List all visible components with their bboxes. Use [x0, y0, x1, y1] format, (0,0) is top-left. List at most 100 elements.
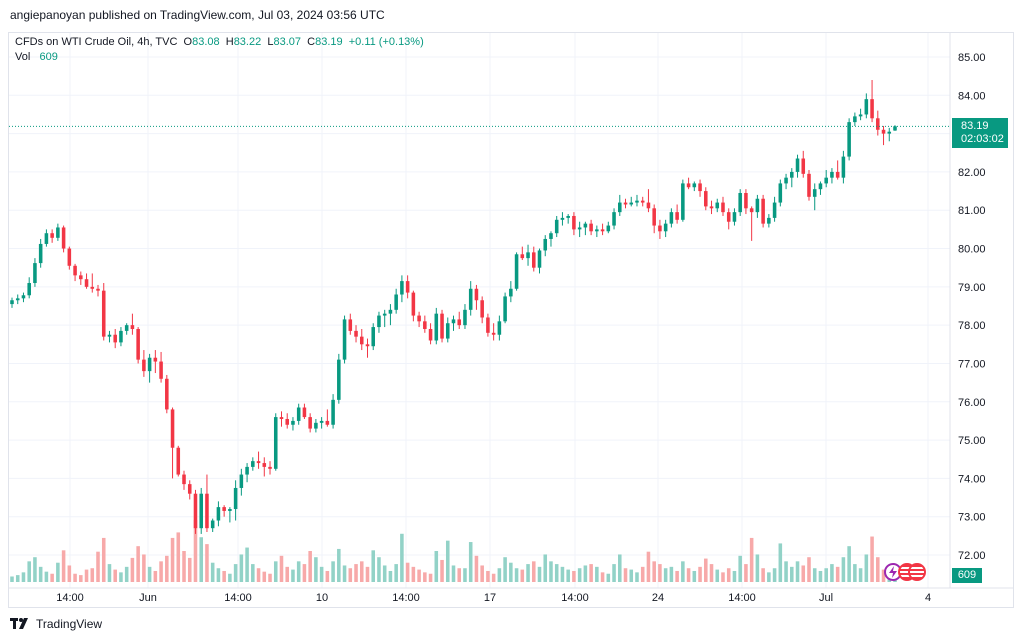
- candle-body[interactable]: [577, 227, 582, 230]
- candle-body[interactable]: [686, 183, 691, 188]
- candle-body[interactable]: [681, 183, 685, 220]
- candle-body[interactable]: [130, 325, 135, 329]
- candle-body[interactable]: [514, 254, 519, 289]
- candle-body[interactable]: [27, 283, 31, 296]
- candle-body[interactable]: [210, 520, 215, 529]
- candle-body[interactable]: [526, 252, 530, 259]
- candle-body[interactable]: [296, 407, 301, 421]
- candle-body[interactable]: [285, 419, 289, 425]
- candle-body[interactable]: [497, 321, 502, 335]
- candle-body[interactable]: [463, 309, 467, 326]
- candle-body[interactable]: [21, 295, 26, 299]
- candle-body[interactable]: [726, 212, 731, 222]
- candle-body[interactable]: [704, 191, 708, 207]
- candle-body[interactable]: [784, 177, 788, 184]
- candle-body[interactable]: [893, 126, 897, 131]
- candle-body[interactable]: [56, 227, 60, 238]
- candle-body[interactable]: [583, 223, 588, 228]
- candle-body[interactable]: [640, 200, 645, 203]
- candle-body[interactable]: [182, 474, 186, 485]
- candle-body[interactable]: [371, 327, 376, 347]
- candle-body[interactable]: [772, 202, 777, 218]
- candle-body[interactable]: [33, 263, 37, 284]
- candle-body[interactable]: [251, 461, 255, 467]
- candle-body[interactable]: [10, 300, 14, 305]
- candle-body[interactable]: [549, 233, 553, 239]
- candle-body[interactable]: [61, 227, 66, 249]
- candle-body[interactable]: [302, 407, 307, 418]
- candle-body[interactable]: [400, 281, 404, 295]
- candle-body[interactable]: [331, 399, 335, 425]
- candle-body[interactable]: [646, 202, 651, 209]
- candle-body[interactable]: [273, 417, 278, 469]
- candle-body[interactable]: [520, 254, 525, 259]
- candle-body[interactable]: [566, 215, 570, 218]
- candle-body[interactable]: [795, 158, 800, 172]
- candle-body[interactable]: [136, 328, 140, 360]
- candle-body[interactable]: [365, 344, 370, 347]
- candle-body[interactable]: [474, 288, 479, 301]
- candle-body[interactable]: [377, 315, 381, 328]
- candle-body[interactable]: [486, 317, 490, 333]
- candle-body[interactable]: [491, 332, 496, 335]
- candle-body[interactable]: [411, 292, 416, 316]
- candle-body[interactable]: [113, 334, 117, 343]
- candle-body[interactable]: [90, 286, 95, 289]
- candle-body[interactable]: [560, 217, 565, 220]
- candle-body[interactable]: [199, 493, 203, 529]
- candle-body[interactable]: [738, 192, 742, 213]
- candle-body[interactable]: [698, 183, 702, 192]
- candle-body[interactable]: [835, 171, 840, 178]
- candle-body[interactable]: [245, 466, 249, 475]
- candle-body[interactable]: [692, 183, 697, 188]
- candle-body[interactable]: [417, 315, 421, 322]
- candle-body[interactable]: [801, 158, 806, 174]
- candle-body[interactable]: [721, 202, 725, 213]
- candle-body[interactable]: [142, 359, 146, 372]
- candle-body[interactable]: [308, 417, 312, 429]
- candle-body[interactable]: [382, 313, 387, 316]
- candle-body[interactable]: [658, 225, 662, 232]
- candle-body[interactable]: [193, 493, 198, 529]
- candle-body[interactable]: [468, 288, 473, 310]
- candle-body[interactable]: [337, 359, 341, 400]
- footer-brand[interactable]: TradingView: [10, 617, 102, 631]
- candle-body[interactable]: [612, 212, 616, 226]
- candle-body[interactable]: [165, 378, 169, 410]
- candle-body[interactable]: [755, 198, 760, 213]
- candle-body[interactable]: [589, 223, 593, 232]
- candle-body[interactable]: [405, 281, 410, 293]
- candle-body[interactable]: [79, 275, 83, 280]
- candle-body[interactable]: [876, 118, 880, 130]
- candle-body[interactable]: [853, 116, 857, 123]
- candle-body[interactable]: [830, 171, 834, 178]
- candle-body[interactable]: [119, 330, 123, 343]
- candle-body[interactable]: [107, 334, 112, 337]
- candle-body[interactable]: [44, 233, 49, 244]
- candle-body[interactable]: [147, 357, 152, 372]
- candle-body[interactable]: [291, 420, 295, 425]
- candle-body[interactable]: [440, 313, 444, 339]
- candle-body[interactable]: [881, 129, 886, 134]
- candle-body[interactable]: [262, 463, 267, 467]
- candle-body[interactable]: [847, 122, 851, 157]
- candle-body[interactable]: [268, 466, 272, 469]
- candle-body[interactable]: [543, 238, 548, 251]
- candle-body[interactable]: [423, 321, 427, 329]
- candle-body[interactable]: [669, 212, 674, 224]
- candle-body[interactable]: [663, 223, 668, 232]
- candle-body[interactable]: [170, 409, 175, 448]
- candle-body[interactable]: [38, 243, 43, 264]
- candle-body[interactable]: [623, 202, 628, 205]
- candle-body[interactable]: [635, 200, 639, 203]
- candle-body[interactable]: [503, 296, 507, 322]
- candle-body[interactable]: [222, 507, 226, 511]
- candle-body[interactable]: [790, 171, 794, 178]
- candle-body[interactable]: [778, 183, 783, 203]
- candle-body[interactable]: [629, 202, 634, 205]
- candle-body[interactable]: [67, 248, 72, 266]
- candle-body[interactable]: [554, 219, 559, 234]
- candle-body[interactable]: [228, 509, 232, 511]
- candle-body[interactable]: [767, 217, 771, 224]
- candle-body[interactable]: [824, 177, 828, 184]
